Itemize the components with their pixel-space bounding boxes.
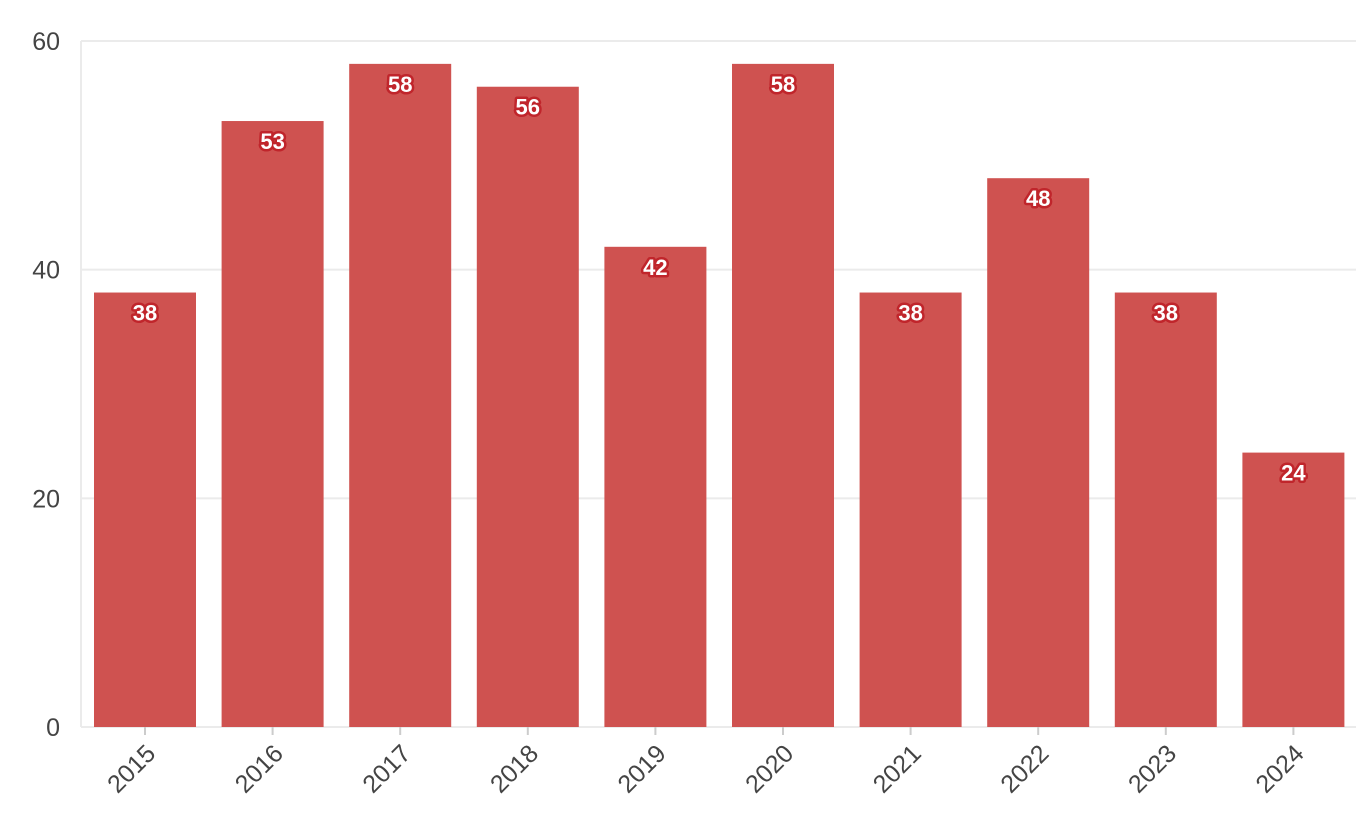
x-tick-label: 2016 — [230, 739, 289, 798]
x-tick-label: 2024 — [1251, 739, 1310, 798]
data-label: 58 — [771, 72, 795, 97]
x-tick-label: 2017 — [357, 739, 416, 798]
data-label: 42 — [643, 255, 667, 280]
x-tick-label: 2023 — [1123, 739, 1182, 798]
x-tick-label: 2020 — [740, 739, 799, 798]
bar — [987, 178, 1090, 727]
x-axis: 2015 2016 2017 2018 2019 2020 2021 2022 2023 2024 — [102, 727, 1310, 799]
data-label: 58 — [388, 72, 412, 97]
x-tick-label: 2018 — [485, 739, 544, 798]
x-tick-label: 2022 — [995, 739, 1054, 798]
y-axis: 0 20 40 60 — [32, 28, 60, 742]
data-label: 38 — [133, 301, 157, 326]
bar — [604, 246, 707, 728]
x-tick-label: 2015 — [102, 739, 161, 798]
y-tick-label: 0 — [46, 714, 60, 742]
data-label: 56 — [516, 95, 540, 120]
data-label: 48 — [1026, 186, 1050, 211]
data-label: 24 — [1281, 461, 1306, 486]
bar — [476, 86, 579, 727]
bar — [1242, 452, 1345, 727]
bar — [94, 292, 196, 727]
x-tick-label: 2021 — [868, 739, 927, 798]
x-tick-label: 2019 — [613, 739, 672, 798]
bar — [732, 63, 834, 728]
y-tick-label: 40 — [32, 257, 60, 285]
bar — [221, 121, 324, 728]
data-labels: 38 53 58 56 42 58 38 48 38 24 — [130, 69, 1309, 488]
bar — [1114, 292, 1217, 727]
bars — [94, 63, 1345, 728]
y-tick-label: 60 — [32, 28, 60, 56]
bar — [859, 292, 962, 727]
y-tick-label: 20 — [32, 485, 60, 513]
bar — [349, 63, 452, 728]
data-label: 38 — [898, 301, 922, 326]
data-label: 53 — [260, 129, 284, 154]
data-label: 38 — [1154, 301, 1178, 326]
